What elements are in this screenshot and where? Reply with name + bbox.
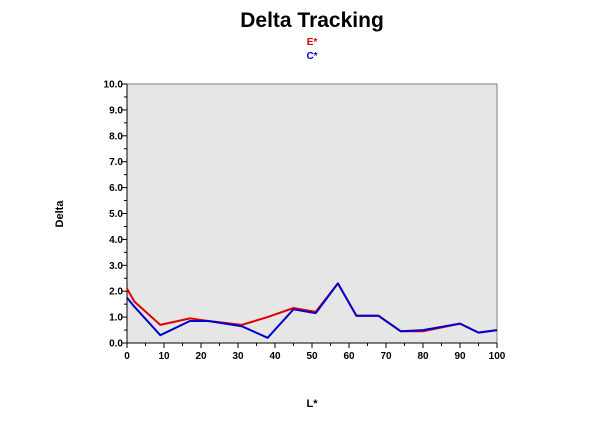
x-axis: 0 10 20 30 40 50 60 70 80 90 100 — [124, 342, 506, 362]
chart-title: Delta Tracking — [240, 9, 384, 32]
y-tick-label: 2.0 — [109, 287, 123, 298]
x-tick-label: 0 — [124, 351, 130, 362]
x-tick-label: 50 — [306, 351, 318, 362]
x-tick-label: 40 — [269, 351, 281, 362]
y-tick-label: 6.0 — [109, 183, 123, 194]
y-tick-label: 9.0 — [109, 105, 123, 116]
legend-entry: C* — [306, 51, 317, 62]
y-tick-label: 0.0 — [109, 339, 123, 350]
y-axis: 0.0 1.0 2.0 3.0 4.0 5.0 6.0 7.0 8.0 9.0 10.0 — [104, 80, 128, 350]
legend-entry: E* — [307, 37, 318, 48]
legend: E* C* — [306, 37, 317, 62]
series-layer — [126, 282, 498, 339]
plot-area — [126, 83, 498, 344]
x-tick-label: 20 — [195, 351, 207, 362]
y-tick-label: 8.0 — [109, 131, 123, 142]
x-tick-label: 70 — [380, 351, 392, 362]
y-axis-label: Delta — [54, 200, 66, 228]
y-tick-label: 5.0 — [109, 209, 123, 220]
x-tick-label: 90 — [454, 351, 466, 362]
y-tick-label: 4.0 — [109, 235, 123, 246]
x-tick-label: 60 — [343, 351, 355, 362]
series-line — [126, 282, 498, 339]
y-tick-label: 7.0 — [109, 157, 123, 168]
y-tick-label: 10.0 — [104, 80, 124, 91]
y-tick-label: 1.0 — [109, 313, 123, 324]
x-tick-label: 30 — [232, 351, 244, 362]
x-tick-label: 100 — [489, 351, 506, 362]
y-tick-label: 3.0 — [109, 261, 123, 272]
x-tick-label: 80 — [417, 351, 429, 362]
x-tick-label: 10 — [158, 351, 170, 362]
x-axis-label: L* — [307, 398, 319, 410]
